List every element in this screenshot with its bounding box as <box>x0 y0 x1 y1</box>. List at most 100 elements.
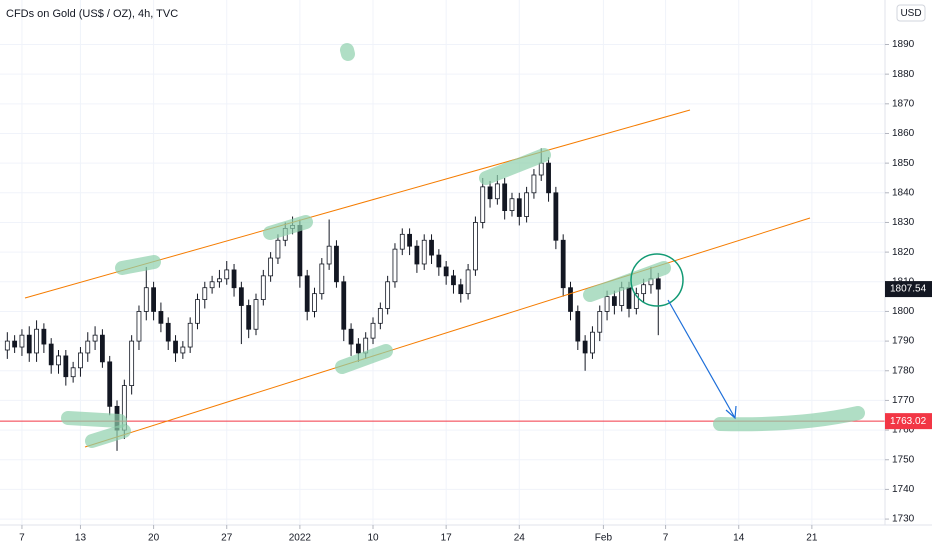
trend-line <box>84 217 811 448</box>
candle-body <box>217 278 222 283</box>
candle-body <box>348 328 354 345</box>
currency[interactable]: USD <box>900 8 921 19</box>
candle-body <box>407 233 412 247</box>
candle-body <box>494 183 500 200</box>
horizontal-line-box <box>885 413 932 430</box>
candle-body <box>436 254 442 268</box>
horizontal-line-label: 1763.02 <box>890 416 927 427</box>
y-tick-label: 1780 <box>892 365 915 376</box>
candle-body <box>524 192 530 217</box>
highlights <box>61 43 865 448</box>
candle-body <box>99 334 105 363</box>
candle-body <box>421 239 427 265</box>
candle-body <box>78 352 83 369</box>
last-price-box <box>885 281 932 298</box>
candle-body <box>34 328 39 354</box>
y-tick-label: 1870 <box>892 98 915 109</box>
candle-body <box>590 331 595 354</box>
x-tick-label: 10 <box>367 533 379 544</box>
candle-body <box>136 311 142 342</box>
candle-body <box>158 311 164 324</box>
candle-body <box>480 186 486 223</box>
candle-body <box>377 308 383 324</box>
candle-body <box>275 239 281 259</box>
x-tick-label: 14 <box>733 533 745 544</box>
candle-body <box>195 299 200 324</box>
candle-body <box>260 275 266 300</box>
highlight <box>340 43 355 61</box>
highlight <box>61 411 127 428</box>
y-tick-label: 1760 <box>892 425 915 436</box>
candle-body <box>151 287 156 312</box>
candle-body <box>85 340 91 354</box>
candle-body <box>370 322 376 339</box>
candle-body <box>312 293 317 312</box>
candle-body <box>568 287 573 312</box>
candle-body <box>641 284 647 295</box>
candle-body <box>268 257 274 277</box>
candle-body <box>399 233 405 250</box>
candle-body <box>165 322 171 342</box>
candle-body <box>209 281 215 289</box>
chart-title: CFDs on Gold (US$ / OZ), 4h, TVC <box>6 8 178 20</box>
highlight <box>263 215 313 240</box>
drawings <box>24 43 865 448</box>
candle-body <box>458 284 464 295</box>
x-tick-label: Feb <box>595 533 613 544</box>
x-tick-label: 7 <box>19 533 25 544</box>
candle-body <box>582 340 588 354</box>
x-tick-label: 24 <box>514 533 526 544</box>
candle-body <box>253 299 259 330</box>
candle-body <box>516 198 522 217</box>
candle-body <box>238 287 244 306</box>
x-tick-label: 2022 <box>289 533 312 544</box>
y-tick-label: 1890 <box>892 39 915 50</box>
candle-body <box>224 269 230 280</box>
candle-body <box>341 281 347 330</box>
candle-body <box>414 245 420 265</box>
candle-body <box>385 281 391 309</box>
circle-marker <box>630 253 684 307</box>
candle-body <box>187 322 193 348</box>
candle-body <box>326 245 332 265</box>
y-tick-label: 1750 <box>892 454 915 465</box>
candle-body <box>451 275 456 286</box>
y-tick-label: 1770 <box>892 395 915 406</box>
candle-body <box>304 275 310 312</box>
candle-body <box>531 174 537 194</box>
axes: 1730174017501760177017801790180018101820… <box>19 39 932 544</box>
candle-body <box>12 340 18 348</box>
y-tick-label: 1740 <box>892 484 915 495</box>
highlight <box>479 148 551 185</box>
y-tick-label: 1800 <box>892 306 915 317</box>
x-tick-label: 7 <box>663 533 669 544</box>
candle-body <box>655 278 661 290</box>
candle-body <box>575 311 581 342</box>
candle-body <box>597 311 603 333</box>
candle-body <box>611 296 617 306</box>
candle-body <box>355 343 361 354</box>
candle-body <box>538 162 544 176</box>
candle-body <box>143 287 149 312</box>
candle-body <box>63 355 69 378</box>
candle-body <box>392 248 398 283</box>
x-tick-label: 21 <box>806 533 818 544</box>
candle-body <box>334 245 339 283</box>
candle-body <box>633 293 639 309</box>
candle-body <box>502 183 508 211</box>
candle-body <box>202 287 208 300</box>
candle-body <box>509 198 515 211</box>
candle-body <box>41 328 47 345</box>
candle-body <box>546 162 551 194</box>
candle-body <box>4 340 10 351</box>
y-tick-label: 1790 <box>892 336 915 347</box>
candle-body <box>70 367 76 378</box>
currency-box[interactable] <box>896 4 926 22</box>
highlight <box>115 255 161 275</box>
candle-body <box>487 186 493 200</box>
candle-body <box>19 334 25 348</box>
candle-body <box>560 239 566 289</box>
candle-body <box>604 296 610 312</box>
candle-body <box>26 334 32 354</box>
candle-body <box>297 225 303 277</box>
